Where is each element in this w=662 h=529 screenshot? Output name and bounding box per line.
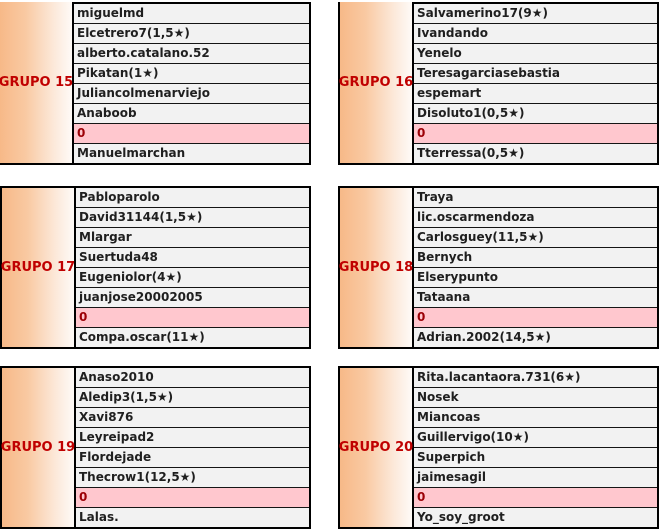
group-15-member-cell[interactable]: Pikatan(1★) [74, 64, 309, 84]
group-18-members: Traya lic.oscarmendoza Carlosguey(11,5★)… [414, 186, 659, 349]
group-20-label: GRUPO 20 [338, 440, 414, 455]
group-20-label-cell[interactable]: GRUPO 20 [338, 366, 414, 529]
group-table-17: GRUPO 17 Pabloparolo David31144(1,5★) Ml… [0, 186, 311, 349]
group-16-zero-cell[interactable]: 0 [414, 124, 657, 144]
group-18-zero-cell[interactable]: 0 [414, 308, 657, 328]
group-19-member-cell[interactable]: Lalas. [76, 508, 309, 527]
group-20-member-cell[interactable]: Rita.lacantaora.731(6★) [414, 368, 657, 388]
group-20-member-cell[interactable]: Nosek [414, 388, 657, 408]
group-17-member-cell[interactable]: David31144(1,5★) [76, 208, 309, 228]
group-19-label-cell[interactable]: GRUPO 19 [0, 366, 76, 529]
group-17-members: Pabloparolo David31144(1,5★) Mlargar Sue… [76, 186, 311, 349]
group-17-member-cell[interactable]: Compa.oscar(11★) [76, 328, 309, 347]
group-table-20: GRUPO 20 Rita.lacantaora.731(6★) Nosek M… [338, 366, 659, 529]
group-20-member-cell[interactable]: Guillervigo(10★) [414, 428, 657, 448]
group-16-member-cell[interactable]: Tterressa(0,5★) [414, 144, 657, 163]
group-19-member-cell[interactable]: Anaso2010 [76, 368, 309, 388]
group-15-label: GRUPO 15 [0, 75, 74, 90]
group-16-label-cell[interactable]: GRUPO 16 [338, 2, 414, 165]
group-18-member-cell[interactable]: Traya [414, 188, 657, 208]
group-15-member-cell[interactable]: alberto.catalano.52 [74, 44, 309, 64]
group-18-member-cell[interactable]: Carlosguey(11,5★) [414, 228, 657, 248]
group-19-member-cell[interactable]: Thecrow1(12,5★) [76, 468, 309, 488]
group-16-members: Salvamerino17(9★) Ivandando Yenelo Teres… [414, 2, 659, 165]
group-20-member-cell[interactable]: jaimesagil [414, 468, 657, 488]
group-15-member-cell[interactable]: Elcetrero7(1,5★) [74, 24, 309, 44]
group-19-members: Anaso2010 Aledip3(1,5★) Xavi876 Leyreipa… [76, 366, 311, 529]
group-16-label: GRUPO 16 [338, 75, 414, 90]
group-17-member-cell[interactable]: Eugeniolor(4★) [76, 268, 309, 288]
group-20-member-cell[interactable]: Yo_soy_groot [414, 508, 657, 527]
group-19-member-cell[interactable]: Aledip3(1,5★) [76, 388, 309, 408]
group-20-member-cell[interactable]: Superpich [414, 448, 657, 468]
group-15-label-cell[interactable]: GRUPO 15 [0, 2, 74, 165]
group-16-member-cell[interactable]: Salvamerino17(9★) [414, 4, 657, 24]
group-15-member-cell[interactable]: Anaboob [74, 104, 309, 124]
group-17-member-cell[interactable]: Mlargar [76, 228, 309, 248]
group-20-member-cell[interactable]: Miancoas [414, 408, 657, 428]
group-20-members: Rita.lacantaora.731(6★) Nosek Miancoas G… [414, 366, 659, 529]
group-15-member-cell[interactable]: Juliancolmenarviejo [74, 84, 309, 104]
group-16-member-cell[interactable]: Yenelo [414, 44, 657, 64]
group-19-member-cell[interactable]: Xavi876 [76, 408, 309, 428]
group-18-member-cell[interactable]: Bernych [414, 248, 657, 268]
group-19-label: GRUPO 19 [0, 440, 76, 455]
group-16-member-cell[interactable]: espemart [414, 84, 657, 104]
group-table-18: GRUPO 18 Traya lic.oscarmendoza Carlosgu… [338, 186, 659, 349]
group-19-member-cell[interactable]: Flordejade [76, 448, 309, 468]
group-17-member-cell[interactable]: Pabloparolo [76, 188, 309, 208]
group-17-member-cell[interactable]: juanjose20002005 [76, 288, 309, 308]
group-20-zero-cell[interactable]: 0 [414, 488, 657, 508]
group-17-label: GRUPO 17 [0, 260, 76, 275]
group-17-member-cell[interactable]: Suertuda48 [76, 248, 309, 268]
group-16-member-cell[interactable]: Teresagarciasebastia [414, 64, 657, 84]
group-15-member-cell[interactable]: Manuelmarchan [74, 144, 309, 163]
group-16-member-cell[interactable]: Ivandando [414, 24, 657, 44]
group-19-zero-cell[interactable]: 0 [76, 488, 309, 508]
group-18-member-cell[interactable]: lic.oscarmendoza [414, 208, 657, 228]
group-table-19: GRUPO 19 Anaso2010 Aledip3(1,5★) Xavi876… [0, 366, 311, 529]
group-19-member-cell[interactable]: Leyreipad2 [76, 428, 309, 448]
group-15-members: miguelmd Elcetrero7(1,5★) alberto.catala… [74, 2, 311, 165]
group-18-member-cell[interactable]: Elserypunto [414, 268, 657, 288]
group-17-label-cell[interactable]: GRUPO 17 [0, 186, 76, 349]
group-18-member-cell[interactable]: Tataana [414, 288, 657, 308]
group-table-16: GRUPO 16 Salvamerino17(9★) Ivandando Yen… [338, 2, 659, 165]
group-18-label-cell[interactable]: GRUPO 18 [338, 186, 414, 349]
group-18-member-cell[interactable]: Adrian.2002(14,5★) [414, 328, 657, 347]
group-15-member-cell[interactable]: miguelmd [74, 4, 309, 24]
group-18-label: GRUPO 18 [338, 260, 414, 275]
group-17-zero-cell[interactable]: 0 [76, 308, 309, 328]
group-16-member-cell[interactable]: Disoluto1(0,5★) [414, 104, 657, 124]
group-15-zero-cell[interactable]: 0 [74, 124, 309, 144]
group-table-15: GRUPO 15 miguelmd Elcetrero7(1,5★) alber… [0, 2, 311, 165]
